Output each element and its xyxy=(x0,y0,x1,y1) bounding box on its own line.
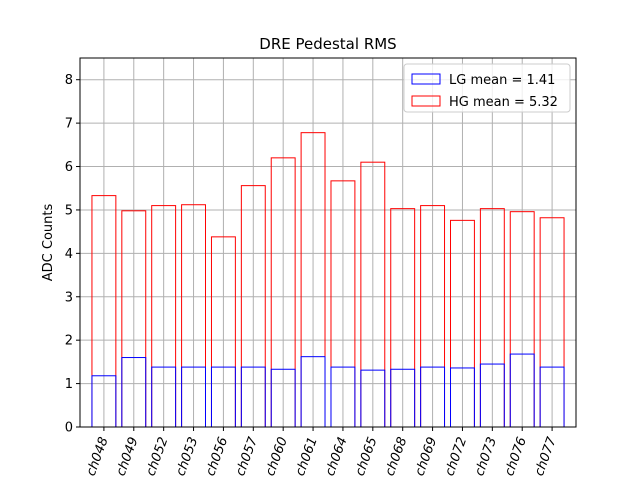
legend-swatch-hg xyxy=(411,95,441,107)
legend-label-hg: HG mean = 5.32 xyxy=(449,95,558,110)
x-tick-label: ch056 xyxy=(203,435,231,478)
legend: LG mean = 1.41 HG mean = 5.32 xyxy=(403,63,571,113)
x-tick-label: ch068 xyxy=(383,435,411,478)
x-tick-label: ch077 xyxy=(532,435,560,479)
legend-label-lg: LG mean = 1.41 xyxy=(449,73,555,88)
y-axis-ticks: 0 1 2 3 4 5 6 7 8 xyxy=(65,73,80,436)
y-tick-label: 4 xyxy=(65,247,73,262)
x-tick-label: ch053 xyxy=(173,435,201,478)
plot-frame xyxy=(79,57,577,428)
x-tick-label: ch048 xyxy=(84,435,112,478)
x-tick-label: ch076 xyxy=(502,435,530,478)
x-tick-label: ch073 xyxy=(472,435,500,478)
y-tick-label: 5 xyxy=(65,203,73,218)
x-axis-ticks: ch048 ch049 ch052 ch053 ch056 ch057 ch060 ch061… xyxy=(84,427,560,478)
y-tick-label: 6 xyxy=(65,160,73,175)
legend-swatch-lg xyxy=(411,73,441,85)
grid xyxy=(80,58,576,428)
chart-title: DRE Pedestal RMS xyxy=(259,35,396,53)
x-tick-label: ch060 xyxy=(263,435,291,478)
x-tick-label: ch052 xyxy=(144,435,172,478)
x-tick-label: ch064 xyxy=(323,435,351,478)
bars xyxy=(91,132,565,428)
y-tick-label: 3 xyxy=(65,290,73,305)
y-axis-label: ADC Counts xyxy=(41,204,56,282)
y-tick-label: 1 xyxy=(65,377,73,392)
y-tick-label: 7 xyxy=(65,117,73,132)
x-tick-label: ch065 xyxy=(353,435,381,478)
x-tick-label: ch069 xyxy=(412,435,440,478)
legend-box xyxy=(403,63,571,113)
y-tick-label: 0 xyxy=(65,421,73,436)
x-tick-label: ch049 xyxy=(114,435,142,478)
y-tick-label: 8 xyxy=(65,73,73,88)
y-tick-label: 2 xyxy=(65,334,73,349)
x-tick-label: ch061 xyxy=(293,435,321,478)
x-tick-label: ch072 xyxy=(442,435,470,478)
x-tick-label: ch057 xyxy=(233,435,261,479)
